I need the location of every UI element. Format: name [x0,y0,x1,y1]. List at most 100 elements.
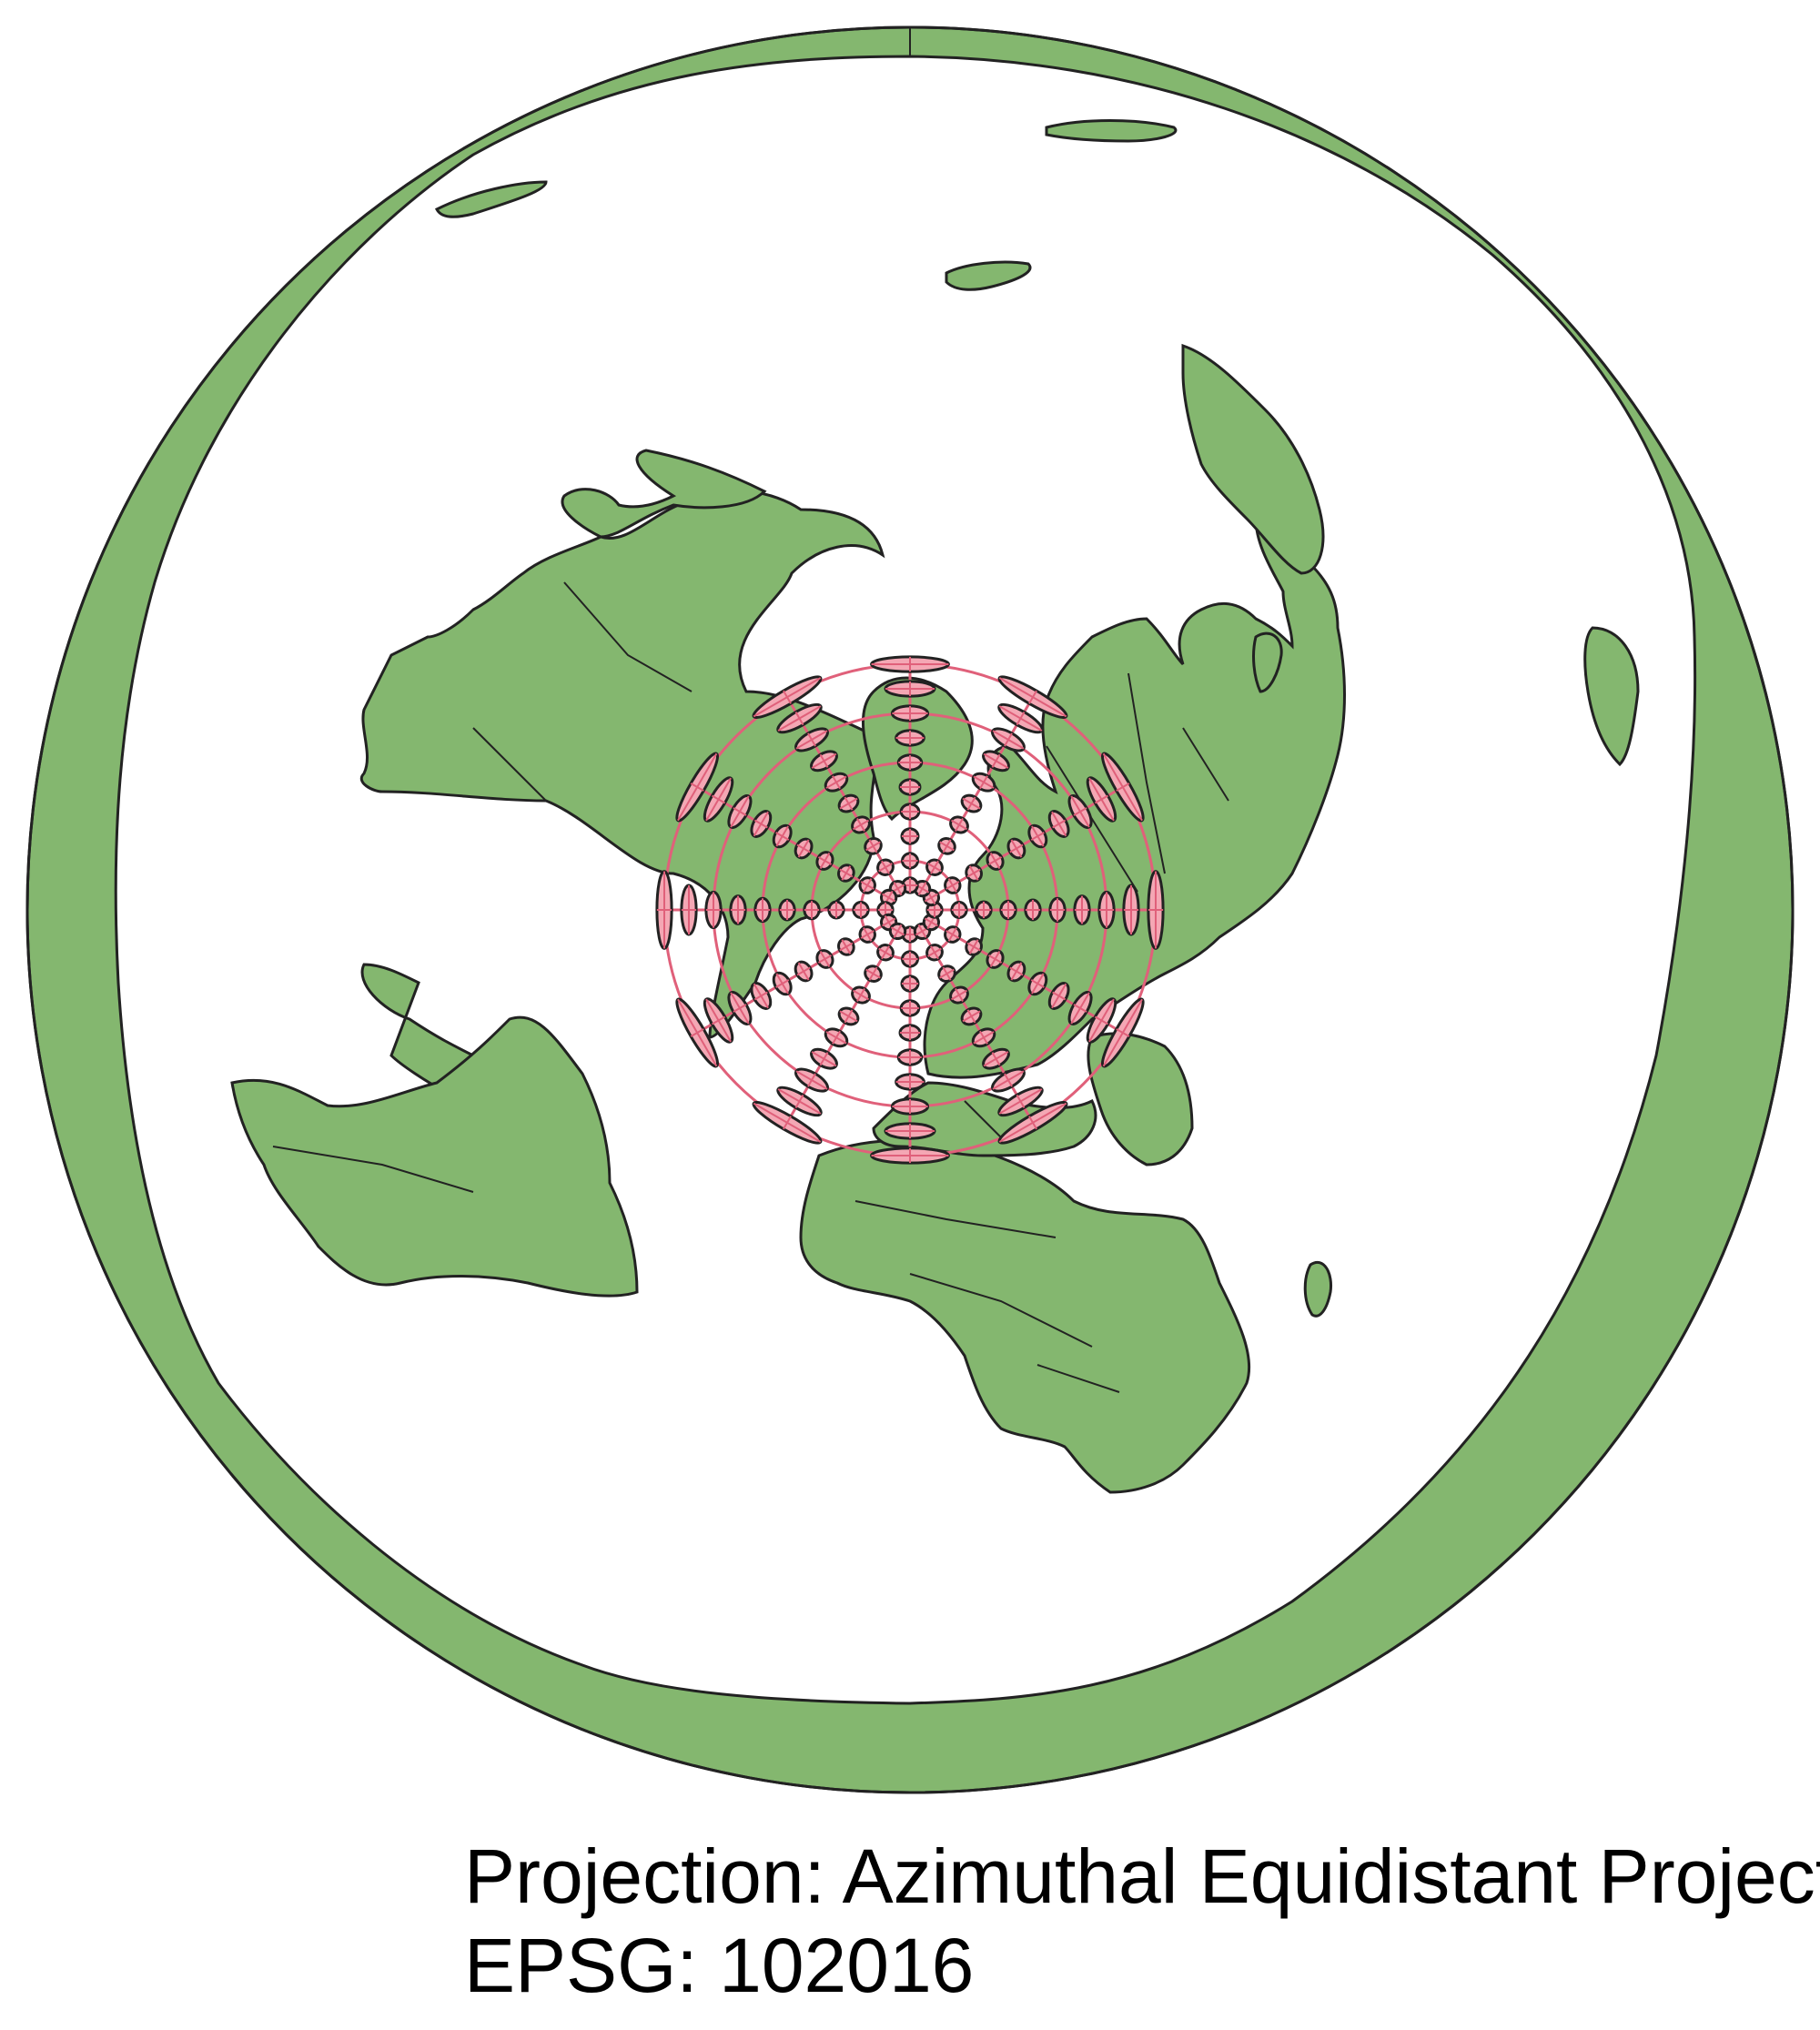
tissot-axis-radial [930,945,939,960]
tissot-ellipse-group [837,1006,860,1026]
tissot-axis-radial [844,1009,854,1024]
tissot-ellipse-group [944,876,962,894]
tissot-ellipse-group [895,729,925,747]
tissot-axis-radial [979,1030,988,1045]
tissot-ellipse-group [772,971,793,996]
tissot-axis-radial [832,1030,841,1045]
tissot-ellipse-group [1048,896,1067,924]
projection-map [25,25,1795,1794]
tissot-ellipse-group [975,900,993,920]
earth-outline [25,25,1795,1794]
africa-land [799,1138,1251,1494]
tissot-ellipse-group [960,1006,983,1026]
tissot-ellipse-group [803,899,821,921]
tissot-axis-radial [832,775,841,790]
tissot-ellipse-group [899,803,921,821]
tissot-axis-radial [775,979,790,988]
tissot-ellipse-group [876,858,895,876]
tissot-axis-radial [1052,819,1067,829]
tissot-axis-radial [924,917,938,927]
tissot-axis-radial [690,783,704,792]
tissot-ellipse-group [898,778,922,796]
russian-far-east-land [1181,343,1325,575]
tissot-axis-radial [1030,832,1045,841]
tissot-axis-radial [796,966,811,976]
tissot-axis-radial [733,807,747,816]
tissot-axis-radial [966,868,981,878]
tissot-axis-radial [930,860,939,874]
tissot-ellipse-group [703,776,734,823]
tissot-ellipse-group [772,823,793,849]
projection-caption: Projection: Azimuthal Equidistant Projec… [464,1833,1820,1919]
tissot-ellipse-group [827,900,845,920]
tissot-ellipse-group [900,827,920,845]
tissot-ellipse-group [925,858,944,876]
tissot-axis-radial [712,1015,726,1025]
tissot-axis-radial [991,1052,1001,1066]
meridian-150 [921,696,1035,890]
tissot-ellipse-group [675,752,720,823]
tissot-axis-radial [945,881,960,890]
tissot-axis-radial [966,942,981,952]
tissot-ellipse-group [965,937,983,956]
tissot-axis-radial [942,839,952,853]
tissot-ellipse-group [1147,870,1165,950]
tissot-ellipse-group [890,1097,930,1116]
tissot-axis-radial [794,1094,804,1108]
arabia-india-land [1087,1032,1194,1166]
tissot-axis-radial [1073,1004,1087,1013]
tissot-ellipse-group [824,772,849,793]
tissot-axis-radial [1094,1015,1108,1025]
tissot-axis-radial [966,796,976,811]
tissot-ellipse-group [899,999,921,1017]
tissot-ellipse-group [913,922,932,941]
tissot-ellipse-group [752,675,823,720]
tissot-ellipse-group [1047,810,1070,838]
meridian-120 [930,785,1124,899]
tissot-ellipse-group [776,702,823,734]
tissot-ellipse-group [864,965,883,983]
tissot-axis-radial [882,893,896,903]
tissot-ellipse-group [896,1048,924,1066]
tissot-ellipse-group [876,944,895,962]
tissot-axis-radial [753,819,768,829]
tissot-ellipse-group [752,1100,823,1145]
australia-land [1583,626,1640,767]
tissot-ellipse-group [1100,752,1145,823]
tissot-axis-radial [882,917,896,927]
tissot-ellipse-group [837,864,855,883]
tissot-axis-radial [819,753,829,768]
tissot-ellipse-group [997,675,1068,720]
tissot-ellipse-group [729,894,747,925]
tissot-axis-radial [917,882,927,896]
tissot-axis-radial [844,796,854,811]
tissot-axis-radial [966,1009,976,1024]
tissot-ellipse-group [1006,960,1026,983]
tissot-axis-radial [712,794,726,804]
tissot-axis-radial [893,924,903,938]
tissot-ellipse-group [888,922,907,941]
meridian-300 [696,921,890,1035]
tissot-ellipse-group [703,997,734,1044]
tissot-ellipse-group [837,937,855,956]
tissot-ellipse-group [1122,884,1140,936]
tissot-ellipse-group [960,793,983,813]
tissot-axis-radial [1116,1028,1130,1037]
tissot-ellipse-group [1006,837,1026,860]
tissot-ellipse-group [776,1086,823,1117]
tissot-axis-radial [868,966,878,981]
tissot-ellipse-group [982,750,1010,773]
meridian-30 [921,930,1035,1124]
tissot-ellipse-group [1073,894,1091,925]
tissot-ellipse-group [815,851,834,871]
antarctic-ice-fragment [1045,119,1178,143]
tissot-ellipse-group [750,810,773,838]
tissot-axis-radial [860,930,875,939]
tissot-axis-radial [794,712,804,726]
tissot-axis-radial [945,930,960,939]
tissot-axis-radial [753,991,768,1001]
tissot-ellipse-group [794,960,814,983]
epsg-caption: EPSG: 102016 [464,1923,975,2008]
tissot-ellipse-group [997,1086,1044,1117]
tissot-ellipse-group [810,750,838,773]
